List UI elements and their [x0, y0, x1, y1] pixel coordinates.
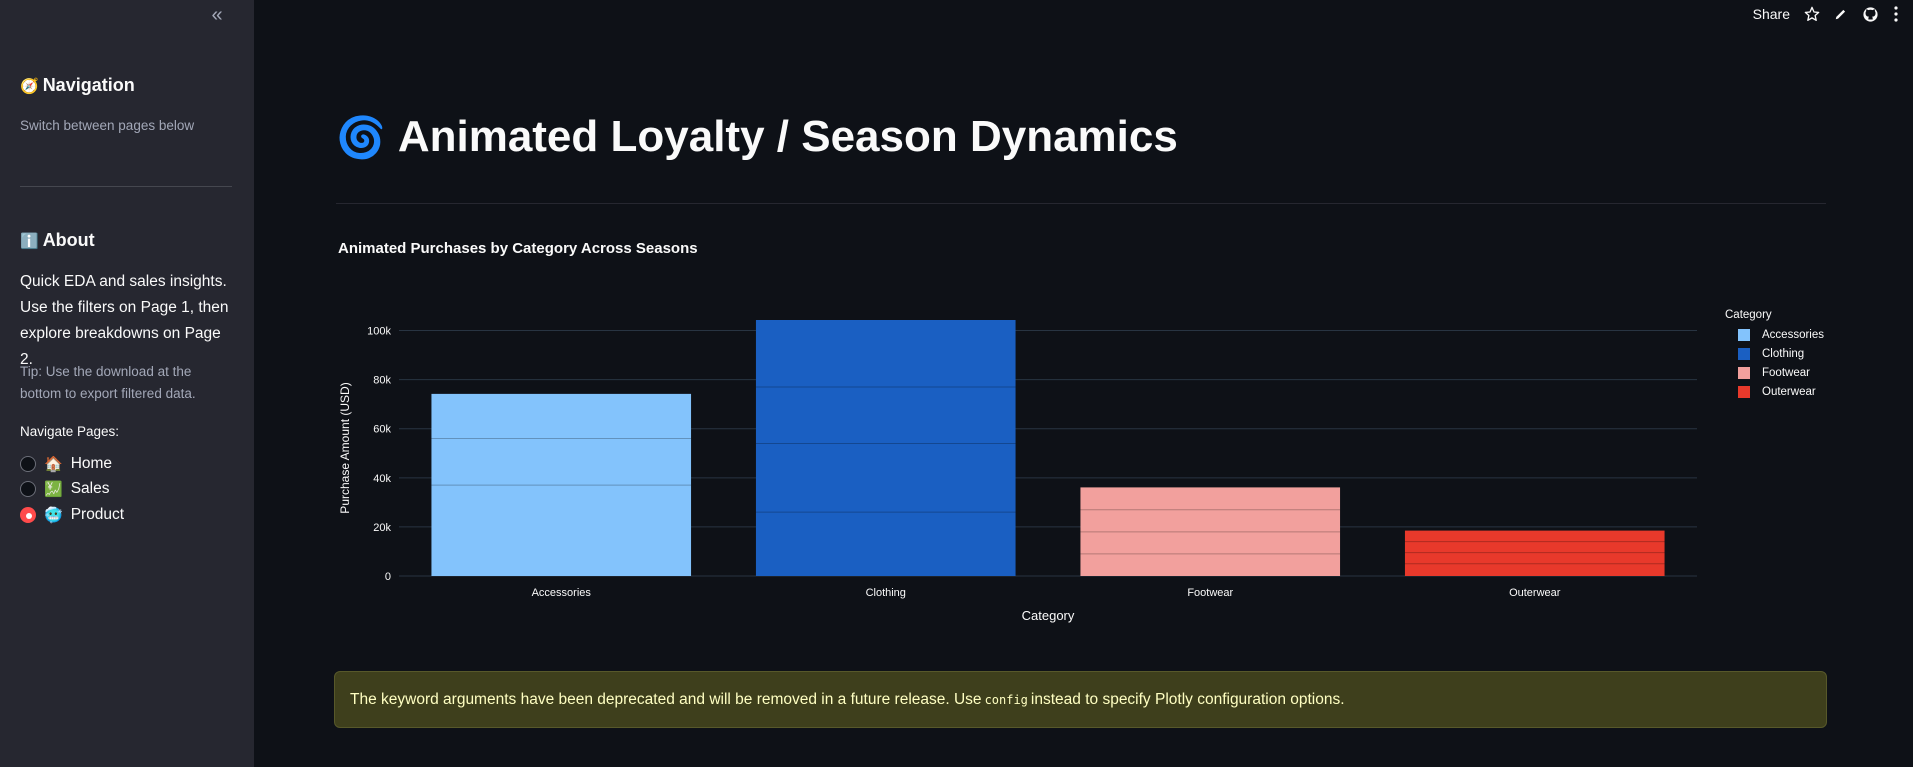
page-title: 🌀 Animated Loyalty / Season Dynamics [336, 112, 1178, 162]
radio-button[interactable] [20, 481, 36, 497]
radio-label-product: Product [70, 506, 125, 523]
warning-text-before: The keyword arguments have been deprecat… [350, 690, 982, 708]
github-icon[interactable] [1862, 6, 1879, 23]
y-tick-label: 100k [367, 326, 391, 338]
about-text: Quick EDA and sales insights. Use the fi… [20, 273, 229, 368]
radio-product[interactable]: 🥶 Product [20, 506, 124, 524]
y-tick-label: 20k [373, 522, 391, 534]
nav-heading-text: Navigation [42, 75, 135, 95]
chart-icon: 💹 [44, 480, 63, 498]
legend-label: Outerwear [1762, 386, 1816, 398]
chart-title: Animated Purchases by Category Across Se… [338, 240, 698, 257]
bar-footwear[interactable] [1080, 487, 1341, 576]
y-axis-title: Purchase Amount (USD) [338, 382, 352, 513]
tip-text: Tip: Use the download at the bottom to e… [20, 364, 196, 401]
legend-swatch [1738, 367, 1750, 379]
x-axis-title: Category [1022, 608, 1075, 623]
legend-swatch [1738, 329, 1750, 341]
y-tick-label: 60k [373, 424, 391, 436]
about-heading-text: About [42, 230, 95, 250]
nav-caption: Switch between pages below [20, 118, 195, 133]
legend-swatch [1738, 348, 1750, 360]
nav-heading: 🧭 Navigation [20, 75, 135, 96]
top-toolbar: Share [1753, 4, 1899, 24]
star-icon[interactable] [1804, 6, 1820, 22]
sidebar-divider [20, 186, 232, 187]
x-tick-label: Outerwear [1509, 587, 1561, 599]
compass-icon: 🧭 [20, 76, 39, 95]
chart-canvas[interactable]: 0 20k 40k 60k 80k 100k Accessories Clothing Foot… [334, 230, 1714, 630]
bar-clothing[interactable] [755, 320, 1016, 576]
more-vertical-icon[interactable] [1893, 6, 1899, 22]
legend-label: Footwear [1762, 367, 1810, 379]
legend-title: Category [1725, 309, 1772, 321]
title-divider [336, 203, 1826, 204]
bar-outerwear[interactable] [1404, 530, 1665, 576]
legend-label: Accessories [1762, 329, 1824, 341]
share-button[interactable]: Share [1752, 6, 1790, 22]
legend-item-footwear[interactable]: Footwear [1738, 367, 1810, 379]
y-tick-label: 40k [373, 473, 391, 485]
warning-code: config [984, 692, 1028, 707]
navigate-pages-label: Navigate Pages: [20, 424, 120, 439]
house-icon: 🏠 [44, 455, 63, 473]
radio-label-sales: Sales [70, 480, 110, 497]
legend-label: Clothing [1762, 348, 1805, 360]
radio-button[interactable] [20, 456, 36, 472]
y-tick-label: 80k [373, 375, 391, 387]
page-title-text: Animated Loyalty / Season Dynamics [397, 112, 1178, 161]
pencil-icon[interactable] [1834, 7, 1848, 21]
x-tick-label: Accessories [532, 587, 592, 599]
plotly-chart[interactable]: Animated Purchases by Category Across Se… [334, 230, 1826, 630]
legend-swatch [1738, 386, 1750, 398]
radio-home[interactable]: 🏠 Home [20, 455, 112, 473]
sidebar: « 🧭 Navigation Switch between pages belo… [0, 0, 254, 767]
warning-text-after: instead to specify Plotly configuration … [1030, 690, 1345, 708]
x-tick-label: Clothing [866, 587, 906, 599]
legend-item-accessories[interactable]: Accessories [1738, 329, 1824, 341]
bar-accessories[interactable] [431, 393, 692, 576]
legend-item-outerwear[interactable]: Outerwear [1738, 386, 1816, 398]
y-tick-label: 0 [385, 571, 391, 583]
radio-sales[interactable]: 💹 Sales [20, 480, 109, 498]
legend-item-clothing[interactable]: Clothing [1738, 348, 1804, 360]
about-heading: ℹ️ About [20, 230, 95, 251]
radio-button-selected[interactable] [20, 507, 36, 523]
radio-label-home: Home [70, 455, 113, 472]
x-tick-label: Footwear [1187, 587, 1233, 599]
collapse-sidebar-icon[interactable]: « [211, 4, 223, 26]
cold-face-icon: 🥶 [44, 506, 63, 524]
info-icon: ℹ️ [20, 231, 39, 250]
cyclone-icon: 🌀 [336, 114, 386, 161]
deprecation-warning: The keyword arguments have been deprecat… [334, 671, 1827, 728]
